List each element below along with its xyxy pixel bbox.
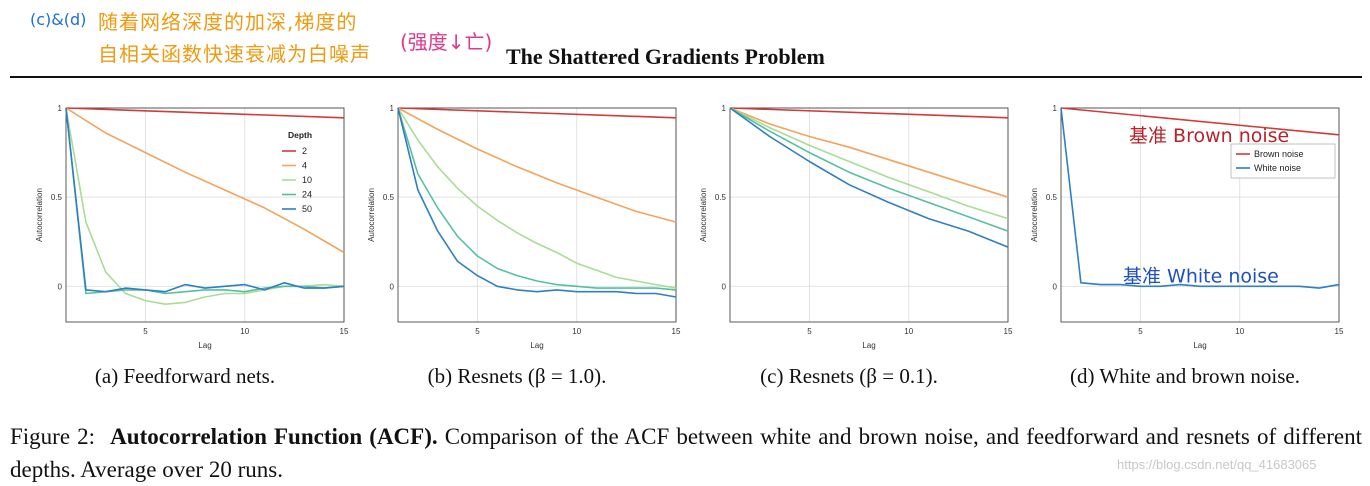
handwritten-white-noise-note: 基准 White noise [1123,265,1279,287]
series-line-c-2 [729,107,1009,119]
y-axis-label: Autocorrelation [35,188,44,242]
series-line-d-white-noise [1060,107,1340,289]
caption-title: Autocorrelation Function (ACF). [110,424,438,449]
x-tick-label: 10 [240,327,249,336]
handwritten-brown-noise-note: 基准 Brown noise [1129,125,1289,147]
x-tick-label: 10 [904,327,913,336]
x-tick-label: 15 [1335,327,1344,336]
x-tick-label: 15 [340,327,349,336]
chart-a-svg: 5 10 1500.51LagAutocorrelationDepth2410245… [35,104,349,350]
chart-panel-c: 5 10 15 0 0.5 1 Lag Autocorrelation [684,92,1014,350]
x-axis-label: Lag [1193,341,1206,350]
subcaption-d: (d) White and brown noise. [1070,364,1300,388]
legend-label: 10 [302,175,312,185]
series-line-c-10 [729,107,1009,220]
chart-panel-d: 5 10 15 0 0.5 1 Lag Autocorrelation Brown noise W… [1015,92,1345,350]
y-tick-label: 0 [1053,282,1058,291]
series-line-b-24 [397,107,677,291]
chart-panel-a: 5 10 15 0 0.5 1 Lag Autocorrelation Depth 2 4 10 24 5… [20,92,350,350]
handwritten-reference: (强度↓亡) [400,30,493,54]
subcaption-a: (a) Feedforward nets. [94,364,276,388]
figure-caption: Figure 2: Autocorrelation Function (ACF)… [10,420,1362,486]
series-line-c-4 [729,107,1009,198]
y-axis-label: Autocorrelation [367,188,376,242]
series-line-c-50 [729,107,1009,248]
legend-label: 50 [302,204,312,214]
header-rule [10,76,1362,78]
chart-d-svg: 5 10 15 0 0.5 1 Lag Autocorrelation Brown noise W… [1030,104,1344,350]
x-tick-label: 10 [1235,327,1244,336]
y-tick-label: 1 [722,104,727,113]
plot-frame [397,107,677,323]
series-line-b-10 [397,107,677,289]
chart-panel-b: 5 10 15 0 0.5 1 Lag Autocorrelation [352,92,682,350]
series-line-a-50 [65,107,345,293]
series-line-b-50 [397,107,677,298]
x-axis-label: Lag [198,341,211,350]
y-tick-label: 0.5 [51,193,63,202]
y-tick-label: 0.5 [1046,193,1058,202]
legend-label: White noise [1254,163,1301,173]
series-line-c-24 [729,107,1009,232]
legend-label: 2 [302,146,307,156]
y-tick-label: 1 [1053,104,1058,113]
y-tick-label: 0.5 [383,193,395,202]
x-tick-label: 15 [672,327,681,336]
subcaption-b: (b) Resnets (β = 1.0). [427,364,607,388]
legend-title: Depth [288,130,312,140]
y-tick-label: 0 [58,282,63,291]
legend-box [1230,143,1336,179]
legend-label: 24 [302,190,312,200]
y-tick-label: 1 [390,104,395,113]
x-tick-label: 5 [807,327,812,336]
handwritten-tag: (c)&(d) [30,10,87,29]
plot-frame [65,107,345,323]
page-header-title: The Shattered Gradients Problem [506,44,825,69]
y-tick-label: 0 [722,282,727,291]
y-axis-label: Autocorrelation [699,188,708,242]
chart-c-svg: 5 10 15 0 0.5 1 Lag Autocorrelation [699,104,1013,350]
x-tick-label: 5 [1138,327,1143,336]
y-tick-label: 0.5 [715,193,727,202]
caption-label: Figure 2: [10,424,96,449]
handwritten-note-line1: 随着网络深度的加深,梯度的 [98,10,358,34]
series-line-a-2 [65,107,345,119]
series-line-b-2 [397,107,677,119]
series-line-a-4 [65,107,345,254]
chart-b-svg: 5 10 15 0 0.5 1 Lag Autocorrelation [367,104,681,350]
subcaption-c: (c) Resnets (β = 0.1). [760,364,938,388]
x-tick-label: 5 [475,327,480,336]
plot-frame [1060,107,1340,323]
plot-frame [729,107,1009,323]
x-axis-label: Lag [530,341,543,350]
legend-label: Brown noise [1254,149,1304,159]
x-tick-label: 10 [572,327,581,336]
y-tick-label: 0 [390,282,395,291]
legend-label: 4 [302,161,307,171]
watermark-url: https://blog.csdn.net/qq_41683065 [1117,457,1317,472]
x-tick-label: 5 [143,327,148,336]
caption-text: Comparison of the ACF between white and … [10,424,1363,482]
y-axis-label: Autocorrelation [1030,188,1039,242]
series-line-d-brown-noise [1060,107,1340,136]
x-tick-label: 15 [1004,327,1013,336]
handwritten-note-line2: 自相关函数快速衰减为白噪声 [98,42,371,66]
x-axis-label: Lag [862,341,875,350]
y-tick-label: 1 [58,104,63,113]
series-line-b-4 [397,107,677,223]
